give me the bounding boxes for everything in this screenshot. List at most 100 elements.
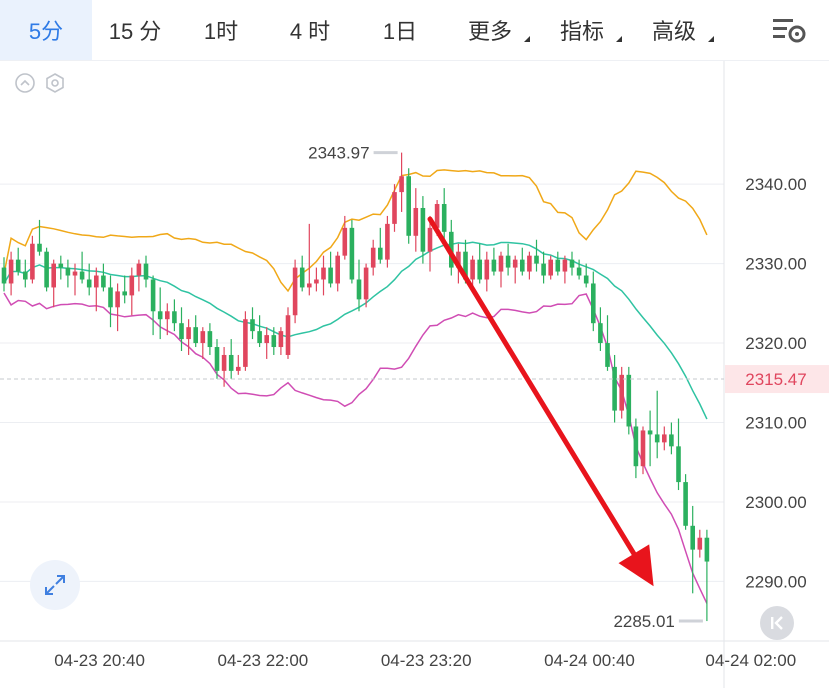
timeframe-tab-label: 15 分	[108, 19, 162, 44]
annotation-arrow-head	[618, 544, 654, 587]
candle-body	[179, 323, 184, 340]
candle-body	[576, 267, 582, 276]
candle-body	[555, 259, 561, 272]
max-price-label: 2343.97	[308, 144, 369, 163]
candle-body	[257, 331, 262, 344]
candle-body	[72, 271, 78, 276]
timeframe-tab-7[interactable]: 高级	[628, 0, 720, 60]
y-axis-label: 2330.00	[745, 255, 806, 274]
candle-body	[86, 279, 92, 288]
candle-body	[172, 311, 177, 324]
candle-body	[392, 192, 397, 224]
candle-body	[299, 267, 305, 288]
x-axis-label: 04-23 20:40	[54, 651, 145, 670]
candle-body	[356, 279, 362, 300]
candle-body	[221, 354, 227, 371]
candle-body	[690, 525, 695, 550]
candle-body	[413, 207, 419, 236]
x-axis-label: 04-23 22:00	[218, 651, 309, 670]
candle-body	[427, 227, 433, 252]
candle-body	[129, 275, 135, 296]
lower-band-line	[3, 292, 708, 604]
candle-body	[484, 259, 490, 280]
candle-body	[37, 243, 42, 252]
jump-to-latest-icon	[771, 616, 783, 630]
candle-body	[214, 347, 220, 371]
x-axis-label: 04-24 00:40	[544, 651, 635, 670]
y-axis-label: 2300.00	[745, 493, 806, 512]
candle-body	[534, 255, 539, 264]
y-axis-label: 2310.00	[745, 414, 806, 433]
candle-body	[51, 263, 56, 288]
candle-body	[626, 374, 632, 427]
candle-body	[186, 327, 191, 340]
candle-body	[207, 331, 213, 348]
timeframe-toolbar: 5分 15 分 1时 4 时 1日 更多 指标 高级	[0, 0, 829, 61]
current-price-label: 2315.47	[745, 370, 806, 389]
hexagon-settings-icon[interactable]	[44, 72, 66, 94]
candlestick-chart[interactable]: 2340.00 2330.00 2320.00 2310.00 2300.00 2290.…	[0, 61, 829, 688]
candle-body	[150, 279, 156, 312]
candle-body	[321, 267, 326, 280]
candle-body	[520, 259, 525, 272]
candle-body	[477, 259, 482, 280]
candle-body	[250, 319, 255, 332]
candle-body	[548, 259, 553, 276]
timeframe-tab-5[interactable]: 更多	[444, 0, 536, 60]
candle-body	[278, 331, 284, 348]
candle-body	[101, 275, 106, 288]
candle-body	[498, 255, 504, 272]
middle-band-line	[3, 241, 708, 420]
candle-body	[434, 204, 440, 228]
x-axis-label: 04-24 02:00	[705, 651, 796, 670]
timeframe-tab-label: 5分	[28, 19, 64, 44]
candle-body	[65, 267, 71, 276]
candle-body	[569, 259, 575, 268]
min-price-label: 2285.01	[613, 612, 674, 631]
candle-body	[598, 323, 603, 344]
candle-body	[307, 283, 312, 288]
timeframe-tab-6[interactable]: 指标	[536, 0, 628, 60]
candle-body	[583, 275, 589, 284]
candle-body	[108, 287, 113, 308]
timeframe-tab-label: 4 时	[289, 19, 331, 44]
candle-body	[704, 537, 710, 562]
expand-arrows-icon	[45, 575, 65, 595]
candle-body	[441, 204, 447, 232]
fullscreen-button[interactable]	[30, 560, 80, 610]
candle-body	[541, 263, 546, 276]
candle-body	[491, 259, 497, 272]
candle-body	[342, 227, 348, 256]
candle-body	[662, 434, 667, 443]
candle-body	[122, 291, 127, 296]
chevron-up-circle-icon[interactable]	[14, 72, 36, 94]
candle-body	[654, 434, 660, 443]
candle-body	[512, 259, 518, 268]
timeframe-tab-0[interactable]: 5分	[0, 0, 92, 60]
candle-body	[30, 243, 35, 280]
candle-body	[44, 251, 49, 288]
y-axis-label: 2290.00	[745, 572, 806, 591]
upper-band-line	[3, 169, 708, 293]
candle-body	[94, 275, 99, 288]
timeframe-tab-2[interactable]: 1时	[178, 0, 264, 60]
timeframe-tab-3[interactable]: 4 时	[264, 0, 356, 60]
timeframe-tab-4[interactable]: 1日	[356, 0, 444, 60]
settings-list-icon[interactable]	[771, 14, 807, 46]
candle-body	[605, 343, 610, 367]
candle-body	[23, 271, 28, 280]
candle-body	[314, 279, 319, 284]
jump-to-latest-button[interactable]	[760, 606, 794, 640]
candle-body	[143, 263, 149, 280]
candle-body	[157, 311, 163, 320]
timeframe-tab-1[interactable]: 15 分	[92, 0, 178, 60]
y-axis-label: 2340.00	[745, 175, 806, 194]
candle-body	[228, 354, 234, 371]
candle-body	[370, 247, 376, 268]
candle-body	[15, 259, 21, 272]
timeframe-tab-label: 高级	[651, 19, 696, 44]
timeframe-tab-label: 1时	[203, 19, 239, 44]
candle-body	[378, 247, 383, 260]
candle-body	[470, 259, 475, 280]
candle-body	[619, 374, 624, 411]
